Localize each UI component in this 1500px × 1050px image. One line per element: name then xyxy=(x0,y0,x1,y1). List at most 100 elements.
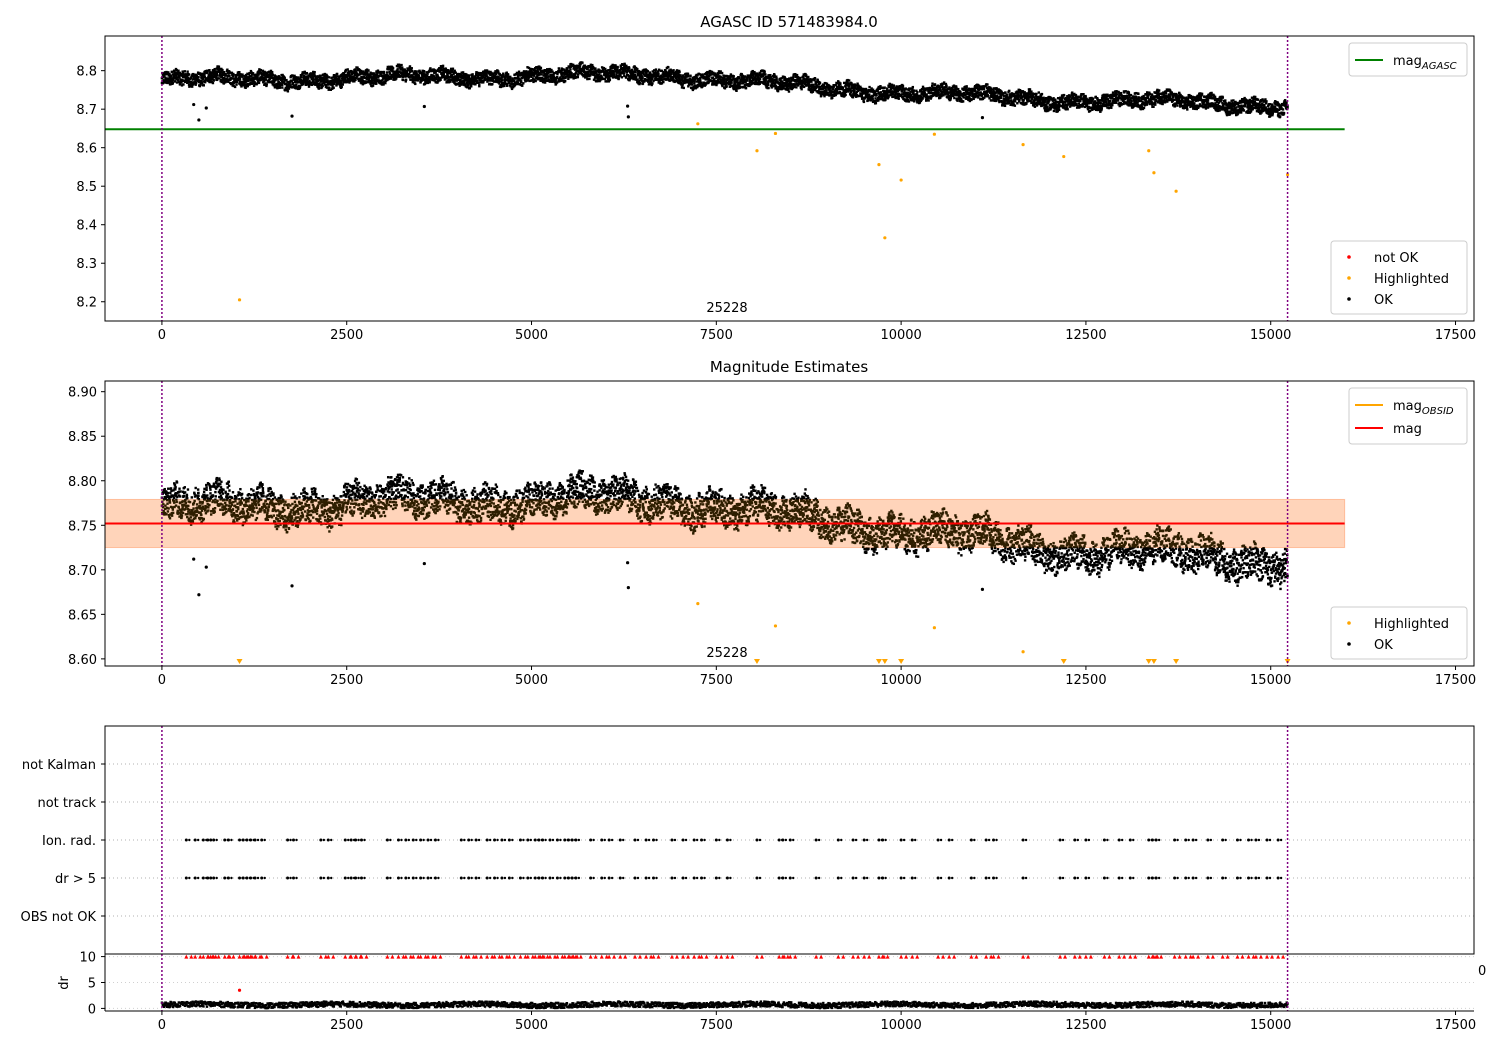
data-point xyxy=(750,72,753,76)
data-point xyxy=(250,71,253,74)
data-point xyxy=(332,86,335,89)
data-point xyxy=(357,79,361,82)
data-point xyxy=(451,73,454,77)
data-point xyxy=(175,78,178,81)
data-point xyxy=(376,74,379,77)
data-point xyxy=(181,72,185,75)
data-point xyxy=(374,73,377,76)
data-point xyxy=(946,90,949,93)
data-point xyxy=(514,73,518,76)
data-point xyxy=(877,95,881,99)
data-point xyxy=(373,82,376,85)
data-point xyxy=(693,82,696,85)
data-point xyxy=(831,85,834,89)
data-point xyxy=(169,74,173,77)
data-point xyxy=(850,86,853,89)
data-point xyxy=(293,74,296,78)
data-point xyxy=(853,89,856,93)
data-point xyxy=(497,75,500,78)
data-point xyxy=(714,73,717,76)
data-point xyxy=(848,82,852,86)
data-point xyxy=(769,73,772,77)
data-point xyxy=(302,74,306,78)
data-point xyxy=(933,83,937,86)
data-point xyxy=(900,93,904,96)
data-point xyxy=(735,89,738,93)
data-point xyxy=(365,68,369,71)
data-point xyxy=(307,83,311,87)
data-point xyxy=(407,68,410,72)
data-point xyxy=(264,82,267,85)
data-point xyxy=(442,67,446,71)
data-point xyxy=(585,75,589,78)
data-point xyxy=(471,73,474,76)
data-point xyxy=(728,80,731,83)
data-point xyxy=(961,100,965,103)
data-point xyxy=(914,95,918,98)
data-point xyxy=(951,92,954,95)
data-point xyxy=(467,79,470,83)
data-point xyxy=(570,72,573,76)
data-point xyxy=(327,88,330,91)
data-point xyxy=(591,63,594,67)
data-point xyxy=(578,67,581,71)
data-point xyxy=(249,81,252,84)
data-point xyxy=(266,75,270,79)
data-point xyxy=(957,87,960,91)
data-point xyxy=(860,95,864,99)
data-point xyxy=(597,77,600,81)
data-point xyxy=(257,73,260,76)
data-point xyxy=(1002,92,1005,95)
data-point xyxy=(411,80,415,83)
data-point xyxy=(908,92,912,96)
data-point xyxy=(372,72,376,75)
data-point xyxy=(326,74,329,78)
data-point xyxy=(360,81,363,84)
data-point xyxy=(959,90,962,94)
data-point xyxy=(434,76,437,79)
data-point xyxy=(972,95,975,98)
data-point xyxy=(403,68,406,71)
data-point xyxy=(921,90,924,94)
data-point xyxy=(620,76,624,79)
data-point xyxy=(566,75,570,78)
data-point xyxy=(527,78,530,82)
data-point xyxy=(340,85,343,89)
data-point xyxy=(656,78,659,81)
data-point xyxy=(825,89,828,92)
data-point xyxy=(764,73,767,76)
data-point xyxy=(277,80,280,84)
data-point xyxy=(304,83,308,87)
data-point xyxy=(508,77,512,80)
data-point xyxy=(246,72,249,76)
data-point xyxy=(722,74,725,77)
data-point xyxy=(614,76,618,79)
data-point xyxy=(911,88,914,91)
data-point xyxy=(720,71,724,75)
data-point xyxy=(733,84,737,87)
data-point xyxy=(556,72,559,76)
data-point xyxy=(727,75,730,78)
data-point xyxy=(715,73,719,76)
data-point xyxy=(353,80,356,83)
data-point xyxy=(605,75,608,78)
data-point xyxy=(612,70,615,73)
data-point xyxy=(423,78,427,82)
data-point xyxy=(309,83,312,86)
data-point xyxy=(839,85,842,88)
data-point xyxy=(413,72,416,75)
data-point xyxy=(365,75,368,79)
data-point xyxy=(520,77,524,80)
data-point xyxy=(708,75,711,78)
data-point xyxy=(660,82,664,85)
data-point xyxy=(824,87,827,90)
data-point xyxy=(302,79,305,82)
data-point xyxy=(453,75,457,78)
data-point xyxy=(664,75,668,78)
data-point xyxy=(292,75,296,79)
data-point xyxy=(732,87,736,91)
data-point xyxy=(979,85,982,88)
data-point xyxy=(199,80,202,83)
data-point xyxy=(642,71,645,74)
data-point xyxy=(560,74,563,77)
